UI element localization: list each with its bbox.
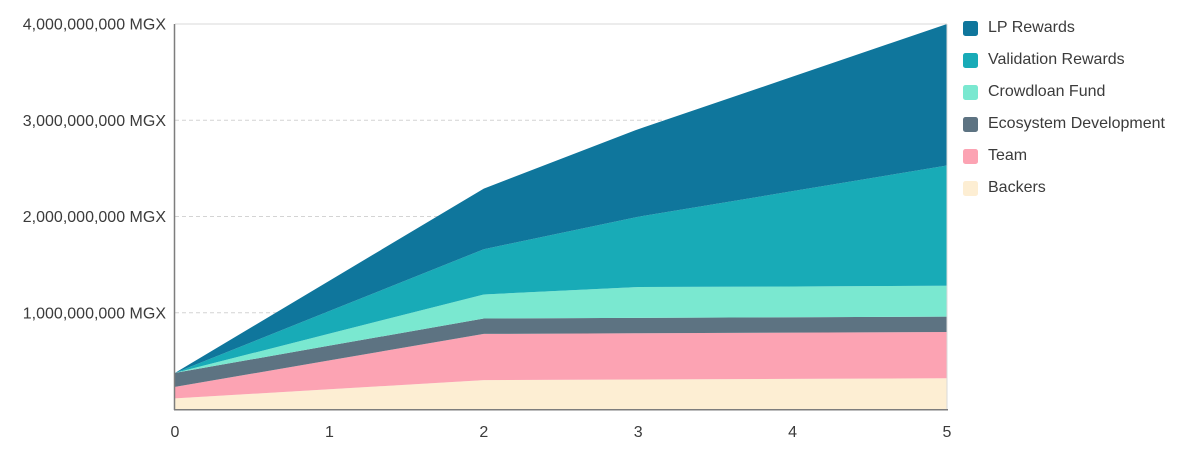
legend-swatch-backers <box>963 180 978 196</box>
area-series-ecosystem-development[interactable] <box>175 316 947 387</box>
x-axis-label: 2 <box>479 424 488 441</box>
legend-item-backers[interactable]: Backers <box>963 180 1165 196</box>
x-axis-label: 5 <box>943 424 952 441</box>
legend-item-ecosystem-development[interactable]: Ecosystem Development <box>963 116 1165 132</box>
area-series-team[interactable] <box>175 332 947 399</box>
legend-item-team[interactable]: Team <box>963 148 1165 164</box>
area-series-lp-rewards[interactable] <box>175 24 947 373</box>
legend-swatch-ecosystem-development <box>963 116 978 132</box>
legend-label: Validation Rewards <box>988 51 1125 68</box>
legend-swatch-crowdloan-fund <box>963 84 978 100</box>
legend-label: Ecosystem Development <box>988 115 1165 132</box>
legend-label: LP Rewards <box>988 19 1075 36</box>
legend-item-crowdloan-fund[interactable]: Crowdloan Fund <box>963 84 1165 100</box>
legend-swatch-lp-rewards <box>963 20 978 36</box>
legend-label: Team <box>988 147 1028 164</box>
legend-item-lp-rewards[interactable]: LP Rewards <box>963 20 1165 36</box>
legend-label: Backers <box>988 179 1046 196</box>
y-axis-label: 1,000,000,000 MGX <box>23 305 167 322</box>
y-axis-label: 4,000,000,000 MGX <box>23 17 167 34</box>
legend-swatch-team <box>963 148 978 164</box>
x-axis-label: 1 <box>325 424 334 441</box>
y-axis-label: 3,000,000,000 MGX <box>23 113 167 130</box>
x-axis-label: 3 <box>634 424 643 441</box>
x-axis-label: 4 <box>788 424 797 441</box>
area-series-backers[interactable] <box>175 378 947 409</box>
legend-item-validation-rewards[interactable]: Validation Rewards <box>963 52 1165 68</box>
legend-swatch-validation-rewards <box>963 52 978 68</box>
legend-label: Crowdloan Fund <box>988 83 1106 100</box>
area-series-crowdloan-fund[interactable] <box>175 285 947 373</box>
x-axis-label: 0 <box>171 424 180 441</box>
legend: LP Rewards Validation Rewards Crowdloan Fu… <box>963 20 1165 212</box>
y-axis-label: 2,000,000,000 MGX <box>23 209 167 226</box>
area-series-validation-rewards[interactable] <box>175 165 947 373</box>
